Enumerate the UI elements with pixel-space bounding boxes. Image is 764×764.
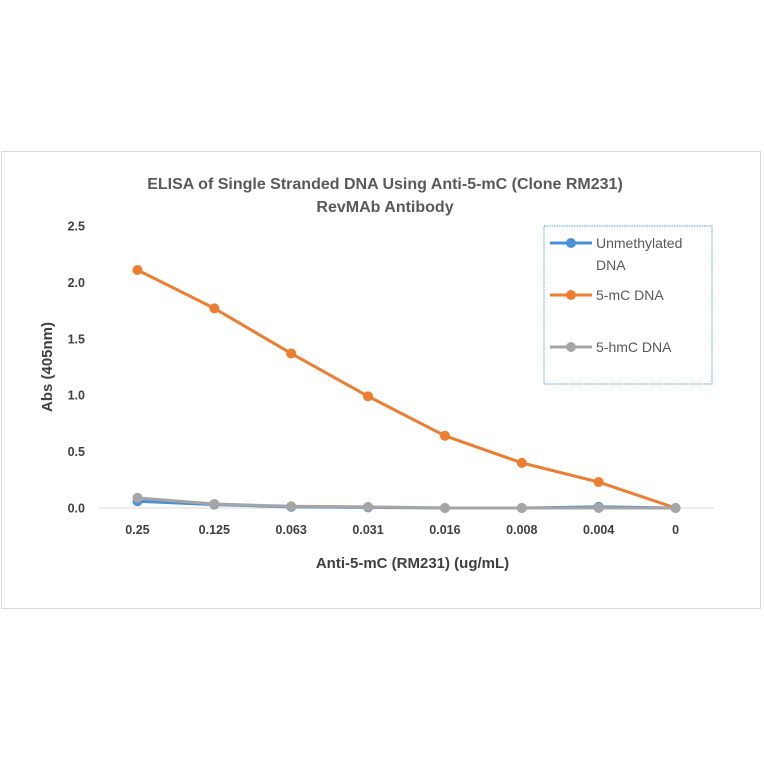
data-point	[286, 501, 297, 512]
data-point	[363, 391, 374, 402]
x-tick-label: 0.004	[583, 523, 614, 537]
series-group	[132, 264, 681, 513]
y-tick-label: 0.5	[68, 445, 85, 459]
y-axis-title: Abs (405nm)	[39, 322, 56, 412]
x-tick-label: 0	[672, 523, 679, 537]
legend-swatch-marker	[566, 290, 576, 300]
data-point	[670, 503, 681, 513]
legend-entry: Unmethylated DNA	[550, 235, 682, 273]
chart-title: ELISA of Single Stranded DNA Using Anti-…	[147, 176, 623, 216]
x-tick-label: 0.016	[429, 523, 460, 537]
y-axis-ticks: 0.0 0.5 1.0 1.5 2.0 2.5	[68, 220, 85, 516]
y-tick-label: 1.5	[68, 332, 85, 346]
legend-swatch-marker	[566, 238, 576, 248]
legend-label: DNA	[596, 257, 626, 273]
y-tick-label: 1.0	[68, 389, 85, 403]
data-point	[439, 430, 450, 441]
x-tick-label: 0.25	[125, 523, 149, 537]
chart-svg: ELISA of Single Stranded DNA Using Anti-…	[39, 176, 714, 572]
chart-frame: ELISA of Single Stranded DNA Using Anti-…	[1, 151, 761, 609]
data-point	[132, 492, 143, 503]
legend: Unmethylated DNA 5-mC DNA 5-hmC DNA	[543, 225, 713, 385]
data-point	[209, 303, 220, 314]
legend-label: 5-mC DNA	[596, 287, 664, 303]
legend-entry: 5-mC DNA	[550, 287, 664, 303]
x-tick-label: 0.063	[276, 523, 307, 537]
data-point	[286, 348, 297, 359]
data-point	[439, 503, 450, 513]
legend-box	[543, 225, 713, 385]
x-axis-title: Anti-5-mC (RM231) (ug/mL)	[316, 555, 509, 572]
x-tick-label: 0.031	[352, 523, 383, 537]
data-point	[593, 477, 604, 488]
y-tick-label: 2.0	[68, 276, 85, 290]
data-point	[132, 264, 143, 275]
data-point	[516, 503, 527, 513]
data-point	[516, 457, 527, 468]
legend-label: 5-hmC DNA	[596, 339, 672, 355]
legend-swatch-marker	[566, 342, 576, 352]
series-line	[137, 496, 676, 510]
x-tick-label: 0.008	[506, 523, 537, 537]
legend-entry: 5-hmC DNA	[550, 339, 672, 355]
x-tick-label: 0.125	[199, 523, 230, 537]
data-point	[593, 503, 604, 513]
y-tick-label: 0.0	[68, 502, 85, 516]
chart-title-line-1: ELISA of Single Stranded DNA Using Anti-…	[147, 176, 623, 193]
y-tick-label: 2.5	[68, 220, 85, 234]
series-2	[132, 492, 681, 513]
series-line	[136, 268, 677, 510]
x-axis-ticks: 0.25 0.125 0.063 0.031 0.016 0.008 0.004 0	[125, 523, 679, 537]
data-point	[209, 499, 220, 510]
data-point	[363, 501, 374, 512]
legend-label: Unmethylated	[596, 235, 682, 251]
chart-title-line-2: RevMAb Antibody	[316, 199, 453, 216]
